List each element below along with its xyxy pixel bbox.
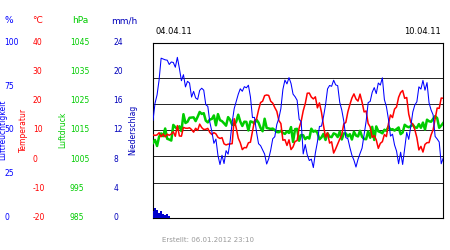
Text: 0: 0 xyxy=(113,213,118,222)
Text: 1045: 1045 xyxy=(70,38,89,47)
Text: 1025: 1025 xyxy=(70,96,89,105)
Bar xyxy=(164,215,166,218)
Text: 20: 20 xyxy=(113,67,123,76)
Text: -10: -10 xyxy=(33,184,45,193)
Text: mm/h: mm/h xyxy=(112,16,138,25)
Text: °C: °C xyxy=(32,16,43,25)
Text: 50: 50 xyxy=(4,126,14,134)
Text: 75: 75 xyxy=(4,82,14,91)
Bar xyxy=(168,216,170,218)
Text: 0: 0 xyxy=(4,213,9,222)
Text: Luftfeuchtigkeit: Luftfeuchtigkeit xyxy=(0,100,8,160)
Bar xyxy=(156,210,158,218)
Text: 1005: 1005 xyxy=(70,155,89,164)
Bar xyxy=(166,214,168,218)
Text: 0: 0 xyxy=(33,155,38,164)
Text: 25: 25 xyxy=(4,169,14,178)
Text: 20: 20 xyxy=(33,96,42,105)
Text: 100: 100 xyxy=(4,38,19,47)
Text: 10.04.11: 10.04.11 xyxy=(404,27,441,36)
Text: 985: 985 xyxy=(70,213,84,222)
Bar xyxy=(152,211,154,218)
Text: Erstellt: 06.01.2012 23:10: Erstellt: 06.01.2012 23:10 xyxy=(162,236,254,242)
Text: 16: 16 xyxy=(113,96,123,105)
Text: 995: 995 xyxy=(70,184,85,193)
Text: 1035: 1035 xyxy=(70,67,89,76)
Text: Temperatur: Temperatur xyxy=(19,108,28,152)
Text: hPa: hPa xyxy=(72,16,88,25)
Text: Niederschlag: Niederschlag xyxy=(128,105,137,155)
Text: %: % xyxy=(4,16,13,25)
Text: 12: 12 xyxy=(113,126,123,134)
Bar xyxy=(160,211,162,218)
Bar xyxy=(154,208,156,218)
Text: -20: -20 xyxy=(33,213,45,222)
Text: 10: 10 xyxy=(33,126,42,134)
Text: 40: 40 xyxy=(33,38,43,47)
Bar xyxy=(162,214,164,218)
Text: 4: 4 xyxy=(113,184,118,193)
Text: 30: 30 xyxy=(33,67,43,76)
Text: 24: 24 xyxy=(113,38,123,47)
Text: Luftdruck: Luftdruck xyxy=(58,112,68,148)
Bar xyxy=(158,212,160,218)
Text: 8: 8 xyxy=(113,155,118,164)
Text: 1015: 1015 xyxy=(70,126,89,134)
Text: 04.04.11: 04.04.11 xyxy=(155,27,192,36)
